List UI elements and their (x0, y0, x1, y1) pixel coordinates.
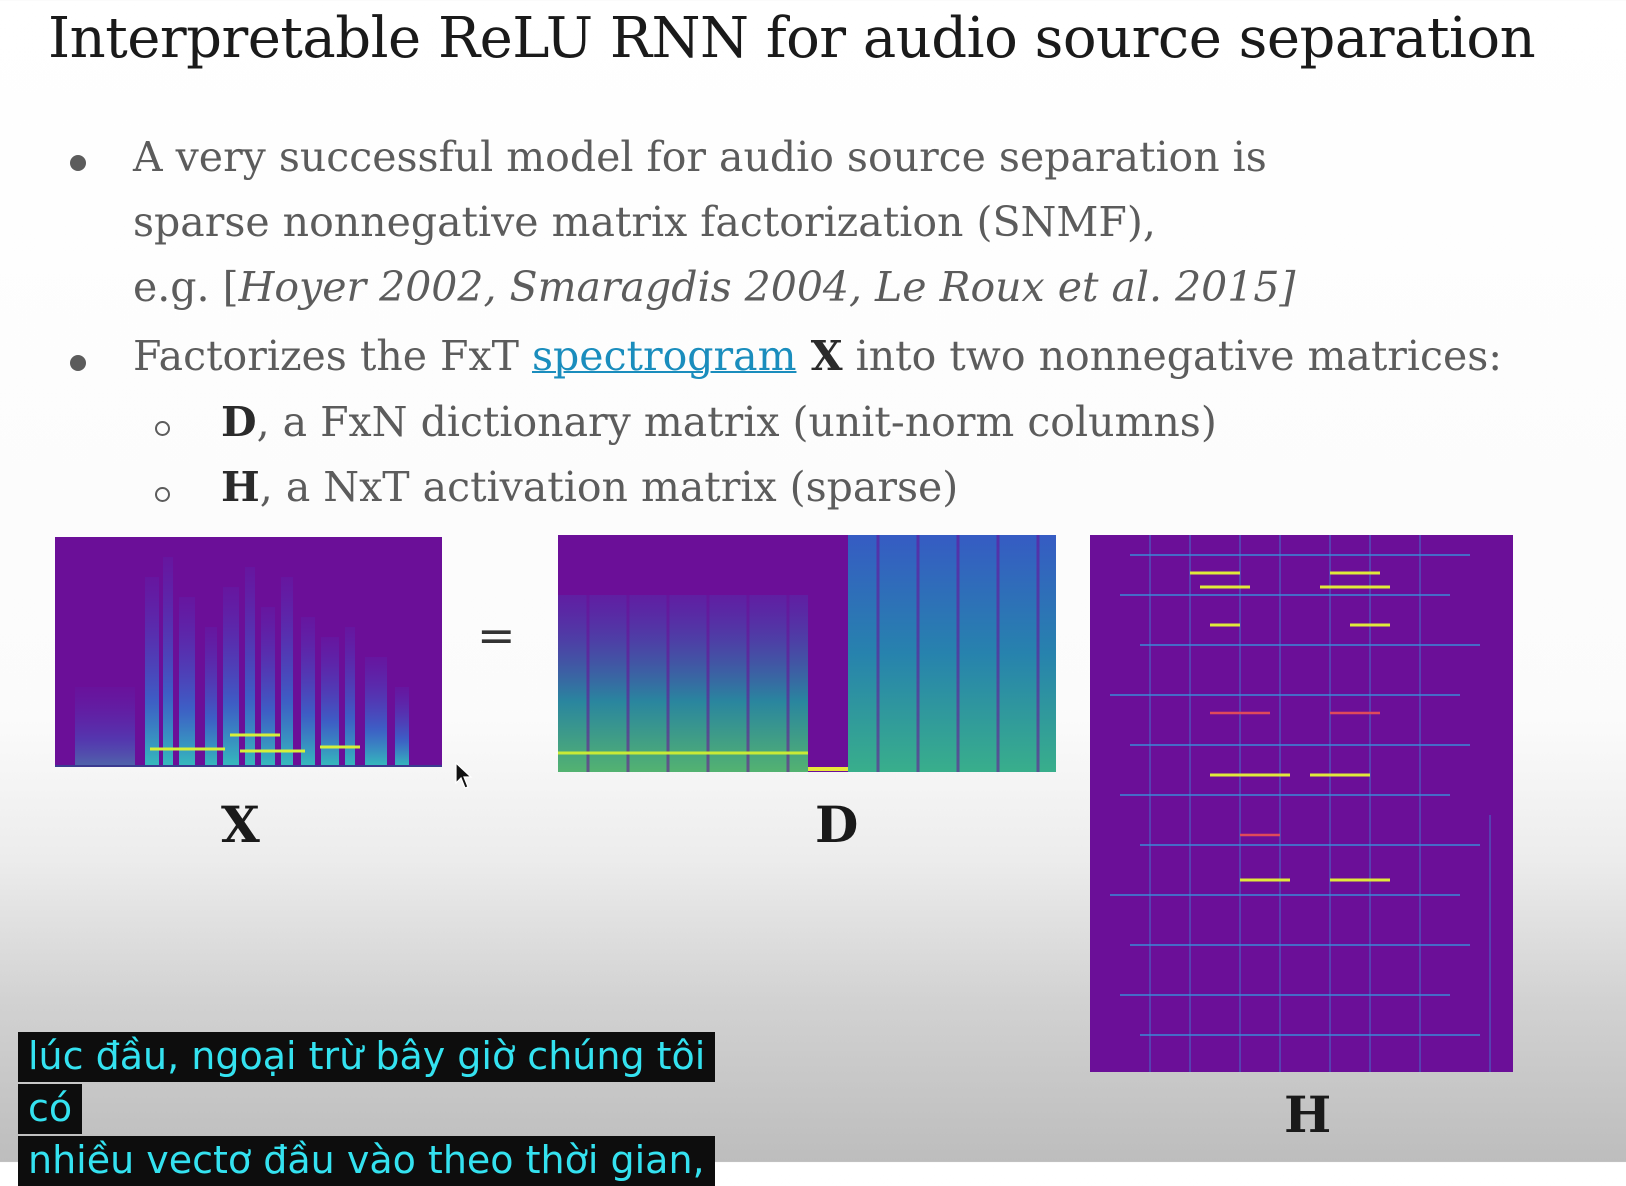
bullet1-line1: A very successful model for audio source… (133, 133, 1267, 181)
bullet2-suffix: into two nonnegative matrices: (842, 332, 1503, 380)
spectrogram-d-image (558, 535, 1056, 772)
sub1-bold: D (221, 398, 257, 446)
bullet1-line2: sparse nonnegative matrix factorization … (133, 198, 1156, 246)
video-subtitle: lúc đầu, ngoại trừ bây giờ chúng tôi có … (18, 1030, 770, 1186)
sub1-line: D, a FxN dictionary matrix (unit-norm co… (221, 398, 1217, 446)
spectrogram-link[interactable]: spectrogram (532, 332, 797, 380)
bullet2-prefix: Factorizes the FxT (133, 332, 533, 380)
sub2-bold: H (221, 463, 260, 511)
activation-h-image (1090, 535, 1513, 1072)
citation-prefix: e.g. [ (133, 263, 239, 311)
bullet-dot-1 (70, 155, 86, 171)
sub-bullet-circle-2 (155, 487, 170, 502)
bullet-dot-2 (70, 355, 86, 371)
mouse-pointer-icon (455, 761, 473, 794)
sub2-text: , a NxT activation matrix (sparse) (259, 463, 959, 511)
label-d: D (815, 795, 859, 854)
label-h: H (1284, 1085, 1332, 1144)
spectrogram-d-art (558, 535, 1056, 772)
bold-x: X (796, 332, 843, 380)
spectrogram-x-art (55, 557, 442, 767)
sub-bullet-circle-1 (155, 421, 170, 436)
subtitle-line-1: lúc đầu, ngoại trừ bây giờ chúng tôi có (18, 1032, 716, 1134)
citation-list: Hoyer 2002, Smaragdis 2004, Le Roux et a… (238, 263, 1296, 311)
bullet2-line: Factorizes the FxT spectrogram X into tw… (133, 332, 1502, 380)
sub2-line: H, a NxT activation matrix (sparse) (221, 463, 958, 511)
equals-sign: = (477, 608, 516, 662)
bullet1-line3: e.g. [Hoyer 2002, Smaragdis 2004, Le Rou… (133, 263, 1295, 311)
subtitle-line-2: nhiều vectơ đầu vào theo thời gian, (18, 1136, 715, 1186)
slide-title: Interpretable ReLU RNN for audio source … (48, 6, 1536, 71)
label-x: X (221, 795, 260, 854)
activation-h-art (1110, 535, 1491, 1072)
sub1-text: , a FxN dictionary matrix (unit-norm col… (256, 398, 1217, 446)
spectrogram-x-image (55, 537, 442, 767)
